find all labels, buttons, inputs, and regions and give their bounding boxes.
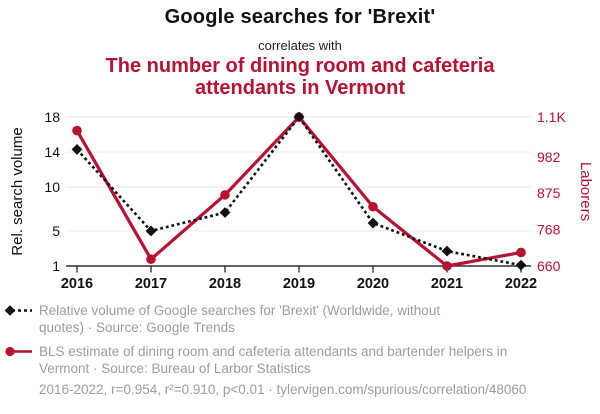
x-tick-label: 2017 <box>135 276 167 292</box>
legend-item-searches: Relative volume of Google searches for '… <box>3 302 597 336</box>
series-line <box>76 114 522 267</box>
right-tick-label: 768 <box>537 221 561 237</box>
data-point-diamond <box>515 259 527 271</box>
series-line <box>75 114 522 268</box>
x-axis: 2016 2017 2018 2019 2020 2021 2022 <box>61 265 537 292</box>
data-point-diamond <box>293 111 305 123</box>
right-axis: 660 768 875 982 1.1K Laborers <box>537 109 594 274</box>
x-tick-label: 2018 <box>209 276 241 292</box>
legend-item-laborers: BLS estimate of dining room and cafeteri… <box>3 343 597 377</box>
circle-solid-legend-icon <box>3 343 33 377</box>
data-point-circle <box>72 125 82 136</box>
data-point-diamond <box>71 144 83 155</box>
data-point-circle <box>146 254 156 265</box>
left-tick-label: 14 <box>44 144 60 160</box>
left-tick-label: 10 <box>44 179 60 195</box>
x-tick-label: 2021 <box>431 276 463 292</box>
data-point-diamond <box>441 245 453 257</box>
legend: Relative volume of Google searches for '… <box>3 302 597 384</box>
left-tick-label: 1 <box>52 258 60 274</box>
right-tick-label: 660 <box>537 258 561 274</box>
x-tick-label: 2022 <box>505 276 537 292</box>
diamond-dashed-legend-icon <box>3 302 33 336</box>
gridlines <box>66 116 531 267</box>
footer-stats: 2016-2022, r=0.954, r²=0.910, p<0.01 · t… <box>39 382 527 397</box>
series-lines <box>75 114 522 268</box>
series-markers <box>71 111 527 271</box>
page-title: Google searches for 'Brexit' <box>164 6 436 28</box>
data-point-circle <box>442 261 452 271</box>
data-point-diamond <box>145 225 157 237</box>
x-tick-label: 2020 <box>357 276 389 292</box>
right-tick-label: 875 <box>537 185 561 201</box>
x-tick-label: 2019 <box>283 276 315 292</box>
data-point-diamond <box>219 207 231 218</box>
x-tick-label: 2016 <box>61 276 93 292</box>
legend-item-label: Relative volume of Google searches for '… <box>39 303 441 335</box>
dual-axis-line-chart: 1 5 10 14 18 Rel. search volume 660 768 875 982 1… <box>9 109 594 292</box>
left-axis-title: Rel. search volume <box>9 127 26 255</box>
data-point-diamond <box>367 217 379 229</box>
data-point-circle <box>368 201 378 212</box>
data-point-circle <box>220 190 230 200</box>
legend-item-label: BLS estimate of dining room and cafeteri… <box>39 344 508 376</box>
secondary-title: The number of dining room and cafeteria … <box>105 55 495 99</box>
left-tick-label: 18 <box>44 109 60 125</box>
right-tick-label: 1.1K <box>537 109 566 125</box>
left-axis: 1 5 10 14 18 Rel. search volume <box>9 109 60 274</box>
right-axis-title: Laborers <box>577 162 594 221</box>
data-point-circle <box>516 247 526 258</box>
correlates-with-label: correlates with <box>258 38 342 53</box>
left-tick-label: 5 <box>52 223 60 239</box>
circle-solid-glyph <box>5 346 32 357</box>
diamond-dashed-glyph <box>4 305 32 316</box>
right-tick-label: 982 <box>537 149 561 165</box>
